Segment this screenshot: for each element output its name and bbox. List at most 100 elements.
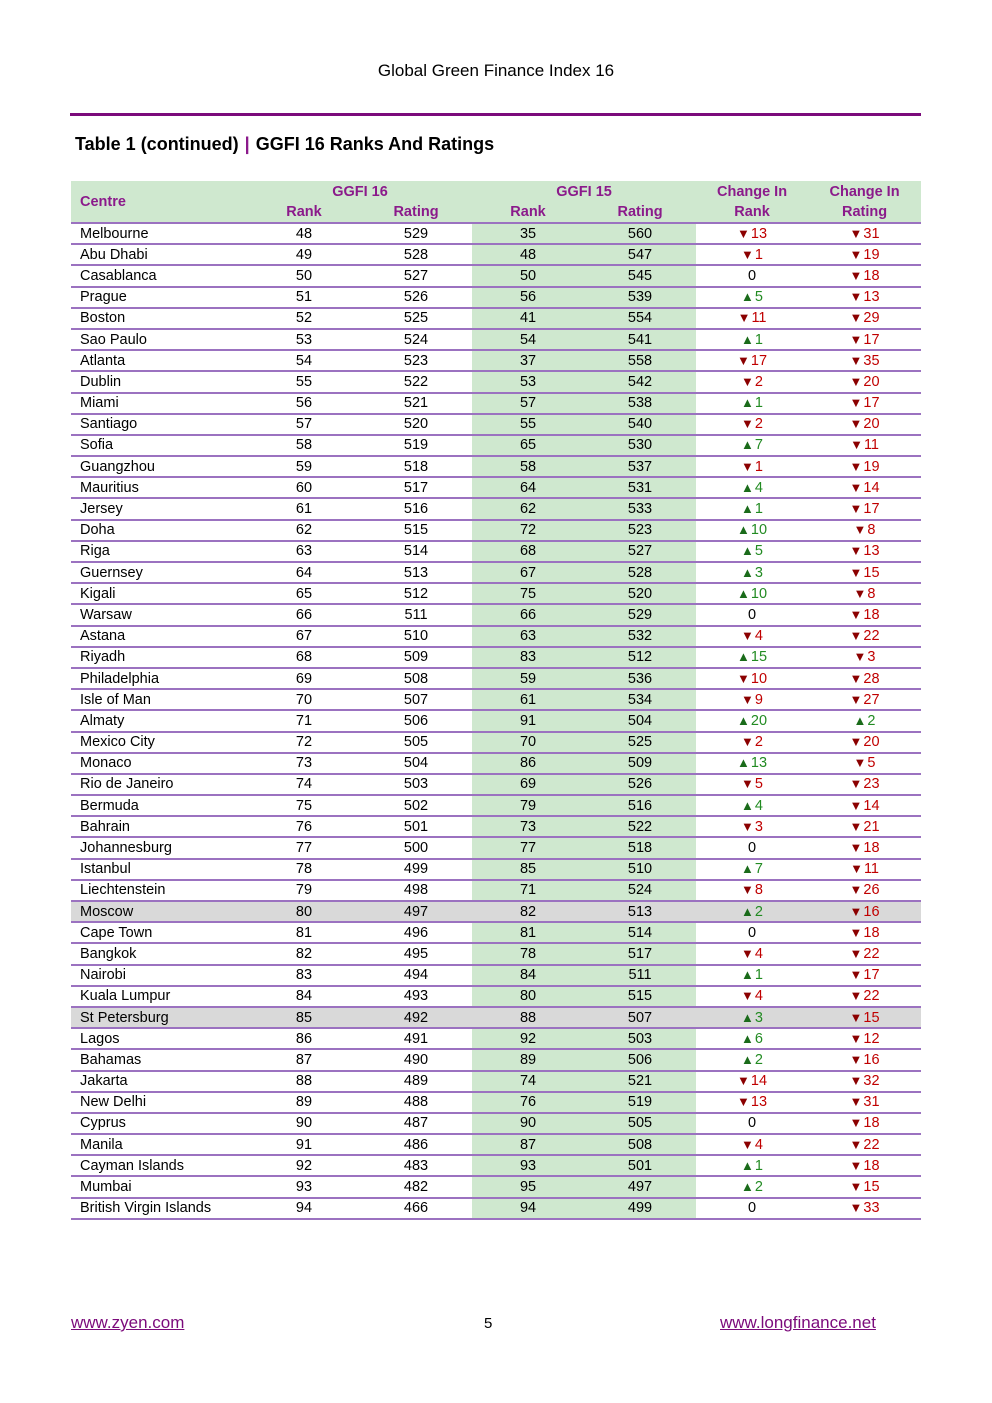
change-down: ▼17 (850, 395, 880, 411)
cell-centre: Abu Dhabi (71, 244, 248, 267)
longfinance-link[interactable]: www.longfinance.net (720, 1313, 876, 1332)
table-row: British Virgin Islands 94 466 94 499 0 ▼33 (71, 1197, 922, 1220)
cell-ggfi16-rank: 54 (248, 350, 360, 373)
cell-ggfi16-rating: 510 (360, 625, 473, 648)
table-row: Mauritius 60 517 64 531 ▲4 ▼14 (71, 477, 922, 500)
table-row: Abu Dhabi 49 528 48 547 ▼1 ▼19 (71, 244, 922, 267)
triangle-down-icon: ▼ (853, 522, 867, 538)
page-number: 5 (484, 1315, 493, 1332)
cell-ggfi15-rating: 532 (584, 625, 697, 648)
change-value: 28 (863, 670, 880, 687)
cell-change-rating: ▼17 (808, 964, 922, 987)
cell-change-rating: ▼14 (808, 477, 922, 500)
triangle-down-icon: ▼ (849, 1051, 863, 1067)
cell-change-rank: ▲5 (696, 286, 809, 309)
cell-change-rank: ▲1 (696, 498, 809, 521)
change-value: 18 (863, 840, 880, 857)
change-down: ▼13 (850, 289, 880, 305)
cell-ggfi16-rank: 58 (248, 434, 360, 458)
change-value: 4 (754, 988, 763, 1005)
change-value: 5 (754, 289, 763, 306)
table-row: Atlanta 54 523 37 558 ▼17 ▼35 (71, 350, 922, 373)
change-down: ▼33 (850, 1200, 880, 1216)
cell-ggfi15-rating: 516 (584, 795, 697, 818)
cell-ggfi16-rank: 81 (248, 922, 360, 945)
change-down: ▼4 (741, 628, 763, 644)
cell-change-rating: ▼29 (808, 307, 922, 330)
change-up: ▲2 (741, 1052, 763, 1068)
table-row: Isle of Man 70 507 61 534 ▼9 ▼27 (71, 689, 922, 712)
cell-ggfi16-rating: 503 (360, 773, 473, 797)
cell-centre: British Virgin Islands (71, 1197, 248, 1220)
table-row: Moscow 80 497 82 513 ▲2 ▼16 (71, 901, 922, 924)
cell-ggfi15-rank: 67 (472, 562, 585, 585)
cell-ggfi15-rank: 57 (472, 392, 585, 415)
cell-ggfi15-rating: 542 (584, 371, 697, 394)
cell-ggfi16-rating: 529 (360, 223, 473, 246)
triangle-down-icon: ▼ (737, 225, 750, 241)
triangle-down-icon: ▼ (737, 1094, 750, 1110)
cell-change-rating: ▼31 (808, 223, 922, 246)
triangle-down-icon: ▼ (741, 458, 754, 474)
change-down: ▼29 (850, 310, 880, 326)
change-up: ▲1 (741, 395, 763, 411)
cell-change-rank: ▲13 (696, 752, 809, 775)
change-value: 7 (754, 861, 763, 878)
triangle-up-icon: ▲ (741, 1030, 754, 1046)
change-value: 17 (863, 967, 880, 984)
triangle-down-icon: ▼ (853, 585, 867, 601)
triangle-down-icon: ▼ (737, 352, 750, 368)
cell-change-rank: ▼13 (696, 223, 809, 246)
cell-change-rank: ▲7 (696, 858, 809, 881)
cell-ggfi15-rating: 529 (584, 604, 697, 627)
triangle-down-icon: ▼ (849, 882, 863, 898)
change-down: ▼18 (850, 1158, 880, 1174)
table-row: Johannesburg 77 500 77 518 0 ▼18 (71, 837, 922, 860)
table-row: Miami 56 521 57 538 ▲1 ▼17 (71, 392, 922, 415)
change-down: ▼8 (854, 522, 876, 538)
cell-change-rating: ▼13 (808, 286, 922, 309)
triangle-down-icon: ▼ (849, 1094, 863, 1110)
cell-ggfi16-rating: 527 (360, 265, 473, 288)
triangle-down-icon: ▼ (849, 1073, 863, 1089)
cell-ggfi16-rank: 83 (248, 964, 360, 987)
cell-ggfi16-rating: 496 (360, 922, 473, 945)
change-down: ▼14 (850, 480, 880, 496)
cell-ggfi16-rating: 518 (360, 456, 473, 479)
header-change-rank-top: Change In (696, 181, 809, 202)
cell-centre: Kuala Lumpur (71, 985, 248, 1008)
change-value: 1 (754, 458, 763, 475)
zyen-link[interactable]: www.zyen.com (71, 1313, 185, 1332)
triangle-down-icon: ▼ (849, 670, 863, 686)
cell-ggfi16-rank: 48 (248, 223, 360, 246)
cell-ggfi15-rating: 539 (584, 286, 697, 309)
change-value: 13 (863, 543, 880, 560)
cell-ggfi16-rating: 514 (360, 540, 473, 564)
cell-ggfi16-rank: 73 (248, 752, 360, 775)
change-up: ▲15 (737, 649, 767, 665)
change-down: ▼3 (854, 649, 876, 665)
header-ggfi15-rank: Rank (472, 202, 585, 224)
cell-ggfi16-rank: 65 (248, 583, 360, 606)
triangle-up-icon: ▲ (741, 903, 754, 919)
change-down: ▼18 (850, 840, 880, 856)
change-value: 5 (754, 543, 763, 560)
cell-ggfi16-rank: 74 (248, 773, 360, 797)
cell-ggfi16-rank: 70 (248, 689, 360, 712)
cell-change-rank: ▼4 (696, 985, 809, 1008)
table-row: Liechtenstein 79 498 71 524 ▼8 ▼26 (71, 879, 922, 903)
cell-ggfi15-rank: 66 (472, 604, 585, 627)
cell-ggfi15-rating: 537 (584, 456, 697, 479)
cell-ggfi15-rating: 560 (584, 223, 697, 246)
table-row: Mexico City 72 505 70 525 ▼2 ▼20 (71, 731, 922, 754)
triangle-down-icon: ▼ (849, 924, 863, 940)
cell-ggfi15-rank: 63 (472, 625, 585, 648)
triangle-down-icon: ▼ (849, 479, 863, 495)
change-up: ▲2 (741, 1179, 763, 1195)
cell-ggfi16-rating: 489 (360, 1070, 473, 1093)
change-value: 3 (754, 818, 763, 835)
triangle-up-icon: ▲ (741, 543, 754, 559)
change-value: 14 (863, 797, 880, 814)
cell-ggfi15-rank: 78 (472, 943, 585, 966)
cell-ggfi15-rank: 94 (472, 1197, 585, 1220)
